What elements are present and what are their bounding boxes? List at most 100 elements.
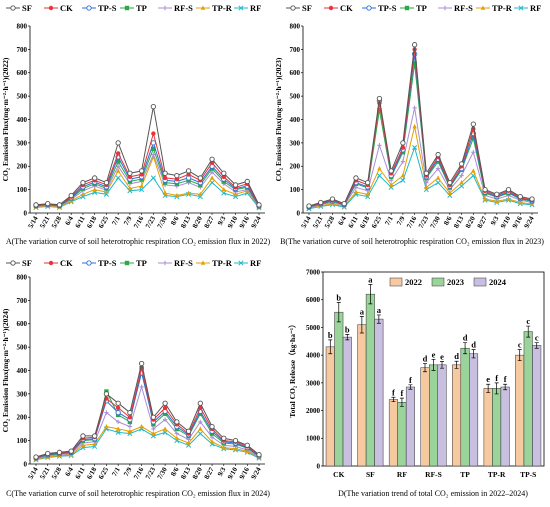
legend-label: 2022	[405, 277, 422, 287]
data-point	[115, 159, 121, 164]
data-point	[186, 440, 191, 445]
bar	[437, 364, 447, 467]
legend-marker	[86, 5, 92, 11]
x-tick-label: TP-S	[520, 470, 536, 479]
legend-marker	[200, 5, 206, 10]
y-axis-label: CO₂ Emission Flux(mg·m⁻²·h⁻¹)(2024)	[1, 308, 10, 432]
data-point	[388, 168, 394, 174]
data-point	[412, 105, 417, 111]
x-tick-label: 8/27	[476, 215, 489, 230]
error-bar	[471, 349, 476, 359]
data-point	[139, 187, 145, 193]
legend-label: TP-R	[212, 3, 233, 13]
y-tick-label: 0	[24, 209, 28, 217]
series-line	[35, 106, 260, 206]
data-point	[127, 415, 133, 420]
x-tick-label: 9/3	[216, 466, 228, 478]
bar	[483, 388, 493, 467]
x-tick-label: 6/11	[74, 466, 87, 481]
bar	[365, 293, 375, 467]
data-point	[221, 435, 227, 441]
error-bar	[454, 360, 459, 369]
line-chart-a: 0 100 200 300 400 500 600 700 800 5/145/215/28 6/4…	[1, 3, 270, 246]
error-bar	[431, 358, 436, 371]
x-tick-label: 7/23	[144, 215, 157, 230]
data-point	[80, 191, 86, 197]
legend-marker	[124, 260, 130, 266]
x-tick-label: 9/16	[238, 466, 251, 481]
data-point	[459, 183, 465, 189]
data-point	[151, 152, 156, 157]
y-tick-label: 4000	[306, 352, 321, 360]
data-point	[115, 151, 121, 156]
significance-letter: d	[423, 353, 428, 363]
data-point	[33, 454, 39, 460]
significance-letter: a	[368, 274, 373, 284]
data-point	[68, 192, 74, 199]
data-point	[365, 179, 371, 186]
y-tick-label: 800	[17, 273, 28, 281]
data-point	[377, 165, 382, 171]
error-bar	[328, 339, 333, 355]
significance-letter: e	[486, 374, 490, 384]
data-point	[435, 175, 441, 180]
data-point	[376, 95, 383, 102]
error-bar	[440, 361, 444, 369]
legend-label: RF-S	[454, 3, 473, 13]
data-point	[127, 170, 133, 176]
x-tick-label: 6/4	[64, 466, 76, 478]
error-bar	[494, 382, 499, 395]
data-point	[400, 177, 406, 183]
x-tick-label: 7/16	[405, 215, 418, 230]
error-bar	[345, 334, 350, 341]
y-tick-label: 200	[17, 163, 28, 171]
series-line	[35, 363, 260, 458]
data-point	[162, 417, 168, 422]
data-point	[127, 428, 133, 434]
x-tick-label: 6/18	[85, 466, 98, 481]
bar	[452, 364, 462, 467]
legend-marker	[238, 5, 244, 11]
x-tick-label: 6/4	[64, 215, 76, 227]
x-tick-label: SF	[366, 470, 375, 479]
y-tick-label: 500	[17, 344, 28, 352]
data-point	[162, 190, 168, 195]
significance-letter: b	[345, 324, 350, 334]
legend-label: RF	[250, 3, 261, 13]
data-point	[209, 423, 215, 430]
legend-label: TP-R	[212, 258, 233, 268]
data-point	[197, 400, 203, 406]
bar	[374, 318, 384, 467]
x-tick-label: 7/9	[395, 215, 407, 227]
data-point	[56, 202, 63, 208]
x-tick-label: 7/30	[156, 215, 169, 230]
x-tick-label: TP	[460, 470, 470, 479]
legend-label: SF	[22, 3, 32, 13]
x-tick-label: 9/10	[226, 466, 239, 481]
chart-caption: D(The variation trend of total CO₂ emiss…	[338, 489, 528, 498]
data-point	[471, 136, 476, 141]
x-tick-label: 5/21	[38, 215, 51, 230]
error-bar	[391, 396, 396, 403]
x-tick-label: 9/10	[226, 215, 239, 230]
significance-letter: a	[377, 305, 382, 315]
data-point	[424, 180, 429, 185]
data-point	[377, 107, 382, 113]
y-tick-label: 600	[17, 69, 28, 77]
legend-label: TP-S	[98, 258, 117, 268]
x-tick-label: 8/6	[169, 466, 181, 478]
x-tick-label: 7/1	[383, 215, 395, 227]
data-point	[388, 182, 394, 187]
significance-letter: f	[495, 373, 498, 383]
legend-marker	[518, 5, 524, 11]
legend-label: TP	[416, 3, 427, 13]
data-point	[150, 414, 157, 420]
significance-letter: b	[328, 330, 333, 340]
data-point	[256, 202, 262, 208]
bar	[357, 324, 367, 467]
y-tick-label: 6000	[306, 296, 321, 304]
legend-label: RF-S	[174, 3, 193, 13]
data-point	[232, 437, 239, 444]
x-tick-label: 6/25	[97, 215, 110, 230]
y-tick-label: 5000	[306, 324, 321, 332]
